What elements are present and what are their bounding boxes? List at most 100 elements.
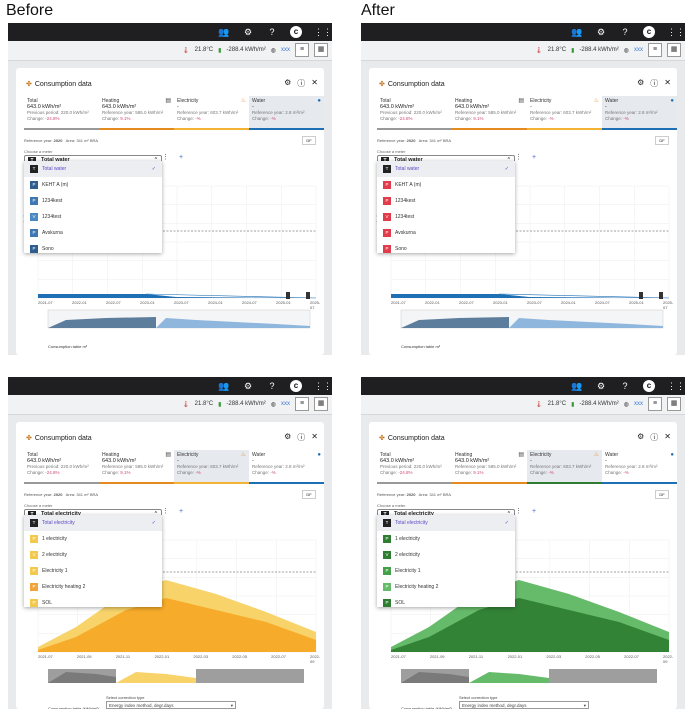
dropdown-item[interactable]: V 2 electricity (24, 547, 162, 563)
dropdown-item[interactable]: P Electricity heating 2 (377, 579, 515, 595)
more-icon[interactable]: ⋮ (515, 154, 522, 161)
tab-heating[interactable]: Heating 643.0 kWh/m² Reference year: 585… (99, 450, 174, 484)
status-pill[interactable]: xxx (634, 401, 643, 407)
tab-electricity[interactable]: Electricity - Reference year: 603.7 kWh/… (527, 450, 602, 484)
status-pill[interactable]: xxx (281, 401, 290, 407)
dropdown-item[interactable]: P 1 electricity (24, 531, 162, 547)
avatar[interactable]: c (290, 26, 302, 38)
dropdown-item[interactable]: P 1 electricity (377, 531, 515, 547)
avatar[interactable]: c (643, 26, 655, 38)
tab-heating[interactable]: Heating 643.0 kWh/m² Reference year: 585… (452, 96, 527, 130)
dropdown-item[interactable]: P 1234kest (377, 193, 515, 209)
info-icon[interactable]: ⓘ (297, 79, 306, 88)
df-button[interactable]: DF (302, 490, 316, 499)
dropdown-item[interactable]: P KEHT A (m) (24, 177, 162, 193)
dropdown-item[interactable]: P Sono (377, 241, 515, 253)
close-icon[interactable]: ✕ (311, 78, 318, 87)
tab-total[interactable]: Total 643.0 kWh/m² Previous period: 220.… (24, 450, 99, 484)
apps-grid-icon[interactable]: ⋮⋮ (314, 27, 332, 37)
close-icon[interactable]: ✕ (311, 432, 318, 441)
dropdown-item[interactable]: P Sono (24, 241, 162, 253)
correction-select[interactable]: Energy index method, degr.days ▾ (459, 701, 589, 709)
filter-button[interactable]: ≡ (295, 43, 309, 57)
help-icon[interactable]: ? (622, 27, 628, 37)
dropdown-item[interactable]: T Total electricity ✓ (377, 515, 515, 531)
df-button[interactable]: DF (302, 136, 316, 145)
dropdown-item[interactable]: P SOL (377, 595, 515, 607)
info-icon[interactable]: ⓘ (650, 79, 659, 88)
status-pill[interactable]: xxx (634, 47, 643, 53)
add-icon[interactable]: + (532, 154, 537, 161)
tab-heating[interactable]: Heating 643.0 kWh/m² Reference year: 585… (452, 450, 527, 484)
settings-icon[interactable]: ⚙ (637, 432, 645, 441)
more-icon[interactable]: ⋮ (162, 154, 169, 161)
settings-icon[interactable]: ⚙ (243, 381, 253, 391)
tab-heating[interactable]: Heating 643.0 kWh/m² Reference year: 585… (99, 96, 174, 130)
apps-grid-icon[interactable]: ⋮⋮ (314, 381, 332, 391)
filter-button[interactable]: ≡ (648, 43, 662, 57)
close-icon[interactable]: ✕ (664, 78, 671, 87)
info-icon[interactable]: ⓘ (297, 433, 306, 442)
tab-water[interactable]: Water - Reference year: 2.8 m³/m² Change… (249, 450, 324, 484)
tab-water[interactable]: Water - Reference year: 2.8 m³/m² Change… (602, 96, 677, 130)
card-title: ✤ Consumption data (379, 81, 445, 88)
more-icon[interactable]: ⋮ (162, 508, 169, 515)
report-button[interactable]: ▦ (667, 43, 681, 57)
add-icon[interactable]: + (179, 154, 184, 161)
info-icon[interactable]: ⓘ (650, 433, 659, 442)
apps-grid-icon[interactable]: ⋮⋮ (667, 27, 685, 37)
df-button[interactable]: DF (655, 490, 669, 499)
dropdown-item[interactable]: T Total water ✓ (377, 161, 515, 177)
dropdown-item[interactable]: P KEHT A (m) (377, 177, 515, 193)
filter-button[interactable]: ≡ (295, 397, 309, 411)
users-icon[interactable]: 👥 (218, 381, 230, 391)
dropdown-item[interactable]: P Electricity 1 (24, 563, 162, 579)
add-icon[interactable]: + (179, 508, 184, 515)
dropdown-item[interactable]: P SOL (24, 595, 162, 607)
apps-grid-icon[interactable]: ⋮⋮ (667, 381, 685, 391)
tab-water[interactable]: Water - Reference year: 2.8 m³/m² Change… (249, 96, 324, 130)
tab-total[interactable]: Total 643.0 kWh/m² Previous period: 220.… (377, 450, 452, 484)
help-icon[interactable]: ? (269, 27, 275, 37)
users-icon[interactable]: 👥 (218, 27, 230, 37)
status-pill[interactable]: xxx (281, 47, 290, 53)
dropdown-item[interactable]: P Electricity heating 2 (24, 579, 162, 595)
dropdown-item[interactable]: V 1234test (377, 209, 515, 225)
dropdown-item[interactable]: P Avskurna (24, 225, 162, 241)
dropdown-item[interactable]: P Electricity 1 (377, 563, 515, 579)
settings-icon[interactable]: ⚙ (243, 27, 253, 37)
df-button[interactable]: DF (655, 136, 669, 145)
tab-electricity[interactable]: Electricity - Reference year: 603.7 kWh/… (174, 96, 249, 130)
tab-electricity[interactable]: Electricity - Reference year: 603.7 kWh/… (174, 450, 249, 484)
tab-total[interactable]: Total 643.0 kWh/m² Previous period: 220.… (377, 96, 452, 130)
report-button[interactable]: ▦ (314, 43, 328, 57)
settings-icon[interactable]: ⚙ (284, 78, 292, 87)
help-icon[interactable]: ? (622, 381, 628, 391)
dropdown-item[interactable]: V 1234test (24, 209, 162, 225)
tab-electricity[interactable]: Electricity - Reference year: 603.7 kWh/… (527, 96, 602, 130)
dropdown-item[interactable]: P 1234kest (24, 193, 162, 209)
settings-icon[interactable]: ⚙ (596, 381, 606, 391)
users-icon[interactable]: 👥 (571, 27, 583, 37)
settings-icon[interactable]: ⚙ (284, 432, 292, 441)
users-icon[interactable]: 👥 (571, 381, 583, 391)
avatar[interactable]: c (290, 380, 302, 392)
dropdown-item[interactable]: V 2 electricity (377, 547, 515, 563)
filter-button[interactable]: ≡ (648, 397, 662, 411)
avatar[interactable]: c (643, 380, 655, 392)
report-button[interactable]: ▦ (314, 397, 328, 411)
add-icon[interactable]: + (532, 508, 537, 515)
settings-icon[interactable]: ⚙ (637, 78, 645, 87)
close-icon[interactable]: ✕ (664, 432, 671, 441)
dropdown-item[interactable]: P Avskurna (377, 225, 515, 241)
settings-icon[interactable]: ⚙ (596, 27, 606, 37)
dropdown-item[interactable]: T Total electricity ✓ (24, 515, 162, 531)
card-title: ✤ Consumption data (26, 435, 92, 442)
dropdown-item[interactable]: T Total water ✓ (24, 161, 162, 177)
correction-select[interactable]: Energy index method, degr.days ▾ (106, 701, 236, 709)
tab-total[interactable]: Total 643.0 kWh/m² Previous period: 220.… (24, 96, 99, 130)
more-icon[interactable]: ⋮ (515, 508, 522, 515)
help-icon[interactable]: ? (269, 381, 275, 391)
report-button[interactable]: ▦ (667, 397, 681, 411)
tab-water[interactable]: Water - Reference year: 2.8 m³/m² Change… (602, 450, 677, 484)
